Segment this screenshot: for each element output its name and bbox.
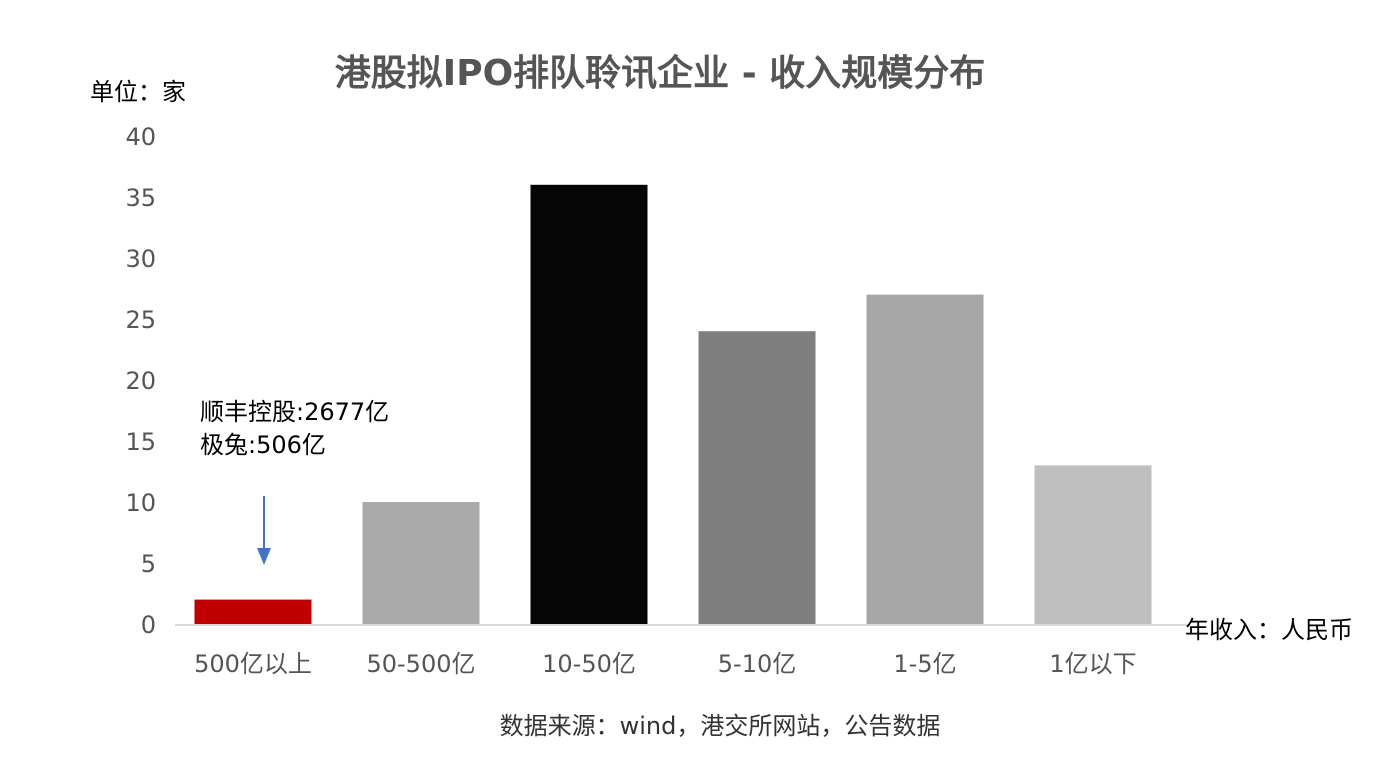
y-tick-label: 5 <box>141 550 156 578</box>
x-tick-label: 1亿以下 <box>1049 650 1136 678</box>
x-tick-label: 500亿以上 <box>194 650 312 678</box>
y-tick-label: 0 <box>141 611 156 639</box>
y-tick-label: 30 <box>125 245 156 273</box>
y-tick-label: 25 <box>125 306 156 334</box>
y-tick-label: 35 <box>125 184 156 212</box>
bar <box>698 331 816 624</box>
bar <box>194 599 312 624</box>
y-axis-unit-label: 单位：家 <box>90 78 186 106</box>
x-tick-label: 1-5亿 <box>893 650 956 678</box>
bar <box>866 294 984 624</box>
chart-title: 港股拟IPO排队聆讯企业 - 收入规模分布 <box>334 53 986 94</box>
y-tick-label: 20 <box>125 367 156 395</box>
x-axis-label: 年收入：人民币 <box>1185 616 1353 644</box>
annotation-arrow <box>257 496 271 565</box>
x-tick-label: 5-10亿 <box>718 650 796 678</box>
source-note: 数据来源：wind，港交所网站，公告数据 <box>499 712 941 740</box>
x-tick-label: 50-500亿 <box>366 650 475 678</box>
y-tick-label: 40 <box>125 123 156 151</box>
bar <box>362 502 480 624</box>
x-tick-label: 10-50亿 <box>542 650 636 678</box>
annotation-text: 顺丰控股:2677亿 极兔:506亿 <box>200 396 389 462</box>
y-tick-label: 15 <box>125 428 156 456</box>
bar <box>1034 465 1152 624</box>
annotation-line-2: 极兔:506亿 <box>200 431 326 459</box>
y-tick-label: 10 <box>125 489 156 517</box>
annotation-line-1: 顺丰控股:2677亿 <box>200 398 390 426</box>
bar <box>530 184 648 625</box>
